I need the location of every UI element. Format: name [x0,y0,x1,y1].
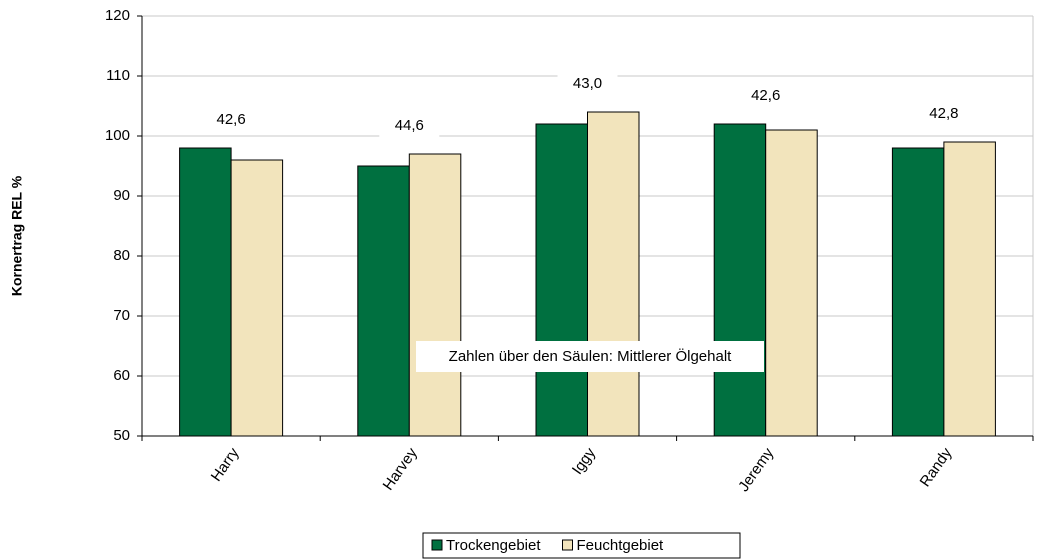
y-tick-label: 110 [106,67,130,84]
group-label-bg [735,84,796,108]
group-label-bg [913,102,974,126]
y-tick-label: 50 [113,427,130,444]
legend-swatch [431,539,443,551]
bar [891,147,945,437]
bar [765,129,818,437]
annotation: Zahlen über den Säulen: Mittlerer Ölgeha… [449,347,732,365]
x-tick-label: Harvey [380,444,421,493]
group-label: 42,8 [929,105,958,122]
x-tick-label: Iggy [569,444,599,477]
bar [357,165,410,437]
group-label-bg [201,108,262,132]
legend-label: Trockengebiet [446,537,541,554]
group-label: 44,6 [395,117,424,134]
bar [535,123,588,437]
y-axis-label: Kornertrag REL % [9,175,25,296]
y-tick-label: 90 [113,187,130,204]
bar [713,123,767,437]
y-tick-label: 80 [113,247,130,264]
x-tick-label: Harry [208,444,243,484]
annotation-box [416,341,764,372]
y-tick-label: 60 [113,367,130,384]
group-label-bg [557,72,618,96]
y-tick-label: 120 [105,7,130,24]
bar [408,153,462,437]
legend-swatch [562,539,573,551]
legend-box [422,532,741,559]
group-label: 42,6 [751,87,780,104]
bar [587,111,640,437]
x-tick-label: Randy [917,444,956,490]
group-label: 42,6 [216,111,245,128]
bar [179,147,232,437]
x-tick-label: Jeremy [735,444,777,494]
group-label-bg [379,114,440,138]
group-label: 43,0 [573,75,602,92]
legend-label: Feuchtgebiet [577,537,665,554]
y-tick-label: 70 [113,307,130,324]
y-tick-label: 100 [105,127,130,144]
bar [943,141,996,437]
bar [230,159,284,437]
